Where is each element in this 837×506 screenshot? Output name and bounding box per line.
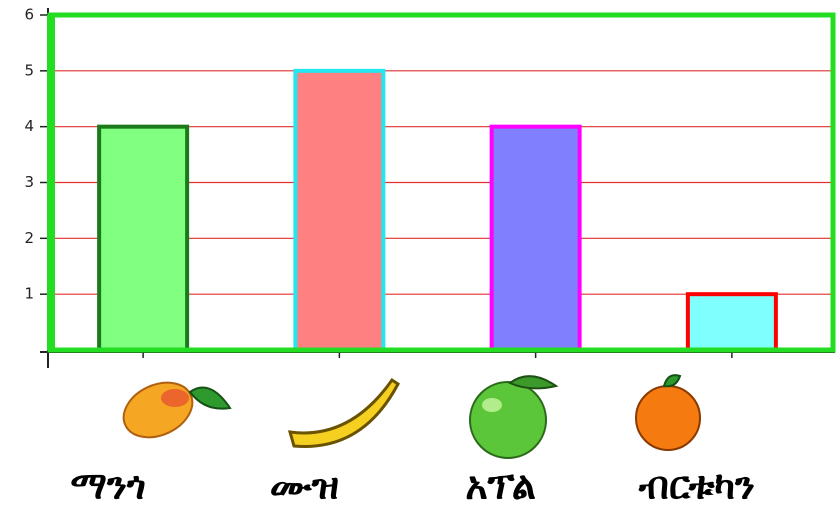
bar — [97, 124, 190, 352]
y-tick-label: 2 — [24, 229, 34, 247]
x-tick-label: አፕል — [465, 464, 536, 506]
y-tick-label: 5 — [24, 61, 34, 79]
y-tick-label: 4 — [24, 117, 34, 135]
x-tick-label: ማንጎ — [70, 464, 145, 506]
bar — [489, 124, 582, 352]
apple-icon — [469, 375, 559, 459]
y-tick-label: 6 — [24, 6, 34, 24]
mango-icon — [122, 381, 232, 439]
bar — [685, 292, 778, 352]
x-tick-label: ብርቱካን — [638, 464, 755, 506]
orange-icon — [635, 374, 701, 451]
fruit-icons — [122, 374, 701, 459]
y-tick-label: 1 — [24, 285, 34, 303]
x-tick-label: ሙዝ — [270, 464, 339, 506]
banana-icon — [287, 377, 400, 448]
bar — [293, 68, 386, 352]
y-tick-label: 3 — [24, 173, 34, 191]
